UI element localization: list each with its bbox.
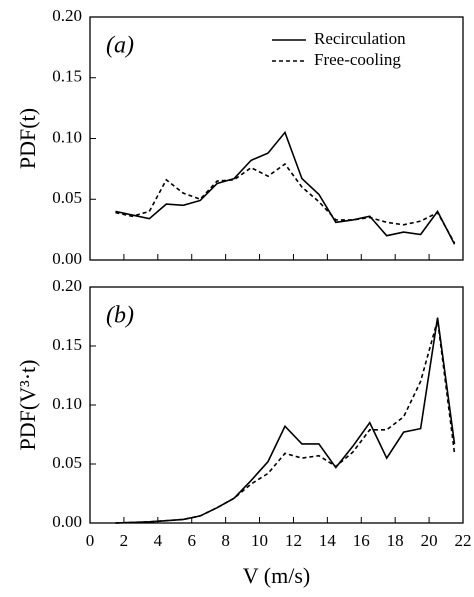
x-tick-label: 20 (421, 531, 438, 550)
series-line (115, 130, 456, 245)
y-tick-label: 0.20 (52, 6, 82, 25)
x-tick-label: 22 (455, 531, 472, 550)
y-tick-label: 0.15 (52, 67, 82, 86)
plot-frame (89, 286, 464, 524)
y-tick-label: 0.10 (52, 127, 82, 146)
x-tick-label: 2 (120, 531, 129, 550)
legend-label: Free-cooling (314, 50, 401, 69)
x-tick-label: 12 (285, 531, 302, 550)
x-tick-label: 16 (353, 531, 370, 550)
y-tick-label: 0.15 (52, 335, 82, 354)
x-tick-label: 6 (187, 531, 196, 550)
y-tick-label: 0.05 (52, 453, 82, 472)
x-tick-label: 10 (251, 531, 268, 550)
panel-label: (b) (106, 303, 134, 329)
x-axis-label: V (m/s) (243, 563, 310, 588)
legend-label: Recirculation (314, 29, 406, 48)
plot-frame (89, 16, 464, 261)
y-axis-label: PDF(t) (15, 108, 40, 169)
y-tick-label: 0.20 (52, 276, 82, 295)
series-line (115, 162, 456, 244)
series-line (115, 319, 456, 524)
y-axis-label: PDF(V³·t) (15, 360, 40, 451)
x-tick-label: 0 (86, 531, 95, 550)
y-tick-label: 0.10 (52, 394, 82, 413)
series-line (115, 317, 456, 524)
x-tick-label: 8 (221, 531, 230, 550)
x-tick-label: 4 (154, 531, 163, 550)
y-tick-label: 0.00 (52, 512, 82, 531)
y-tick-label: 0.05 (52, 188, 82, 207)
panel-label: (a) (106, 33, 134, 59)
x-tick-label: 18 (387, 531, 404, 550)
x-tick-label: 14 (319, 531, 337, 550)
y-tick-label: 0.00 (52, 249, 82, 268)
